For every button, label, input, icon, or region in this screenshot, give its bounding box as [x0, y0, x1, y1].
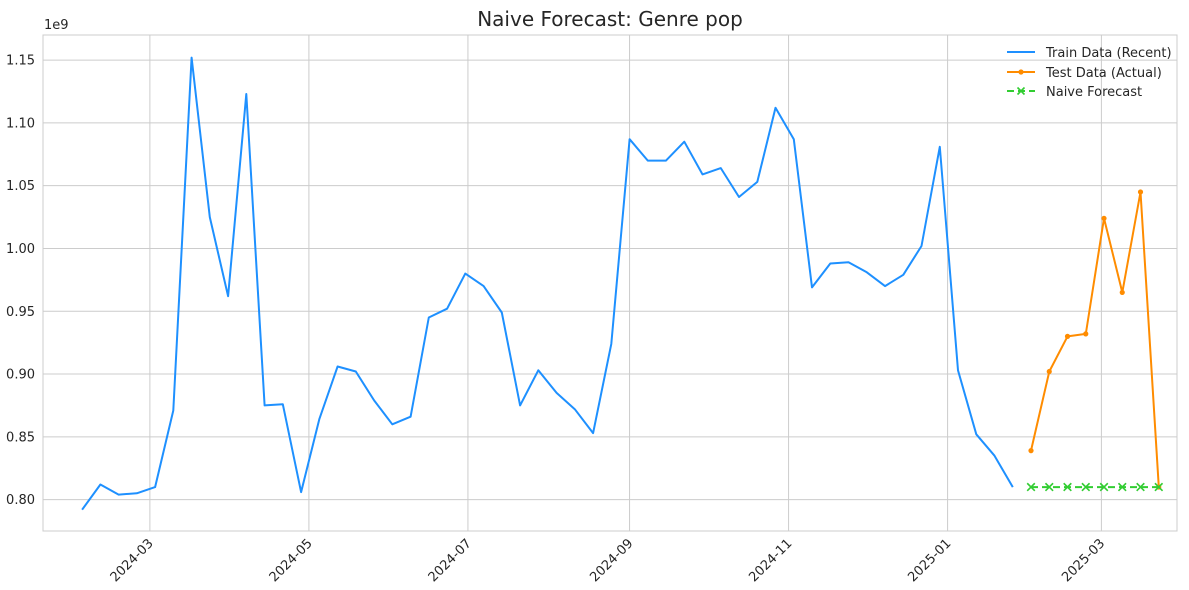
y-tick-label: 1.05: [6, 179, 35, 194]
legend-marker-forecast: [1016, 86, 1026, 96]
data-point: [1099, 482, 1109, 492]
legend-label-train: Train Data (Recent): [1045, 46, 1172, 61]
x-tick-label: 2024-03: [108, 536, 157, 585]
legend: Train Data (Recent) Test Data (Actual) N…: [1007, 46, 1172, 100]
legend-label-forecast: Naive Forecast: [1046, 85, 1142, 100]
data-point: [1101, 215, 1107, 221]
legend-marker-test: [1018, 69, 1024, 75]
data-point: [1137, 189, 1144, 195]
x-tick-label: 2025-03: [1059, 536, 1108, 585]
plot-frame: [42, 34, 1178, 532]
y-tick-label: 0.80: [6, 493, 35, 508]
y-tick-label: 0.85: [6, 430, 35, 445]
y-tick-label: 0.95: [6, 305, 35, 320]
x-tick-label: 2025-01: [905, 536, 954, 585]
y-tick-label: 1.15: [6, 54, 35, 69]
y-tick-label: 1.10: [6, 116, 35, 131]
data-point: [1064, 333, 1071, 339]
legend-item-train: Train Data (Recent): [1007, 46, 1172, 61]
tick-labels: 0.80 0.85 0.90 0.95 1.00 1.05 1.10 1.15 2024-03 2…: [6, 54, 1108, 586]
grid: [43, 35, 1177, 531]
data-point: [1046, 368, 1052, 375]
y-tick-label: 1.00: [6, 242, 35, 257]
chart-title: Naive Forecast: Genre pop: [477, 7, 743, 31]
data-point: [1119, 289, 1125, 296]
legend-item-forecast: Naive Forecast: [1007, 85, 1142, 100]
x-tick-label: 2024-09: [587, 536, 636, 585]
legend-label-test: Test Data (Actual): [1045, 66, 1162, 81]
series-line: [1030, 191, 1160, 488]
data-point: [1136, 482, 1145, 492]
y-offset-label: 1e9: [44, 18, 69, 33]
series-line: [81, 56, 1014, 511]
data-point: [1083, 331, 1089, 337]
data-point: [1026, 482, 1036, 492]
y-tick-label: 0.90: [6, 368, 35, 383]
data-point: [1044, 482, 1054, 492]
data-point: [1063, 482, 1072, 492]
data-point: [1081, 482, 1091, 492]
series-layer: [81, 56, 1164, 511]
legend-item-test: Test Data (Actual): [1007, 66, 1162, 81]
data-point: [1028, 448, 1034, 454]
data-point: [1154, 482, 1164, 492]
data-point: [1117, 482, 1127, 492]
x-tick-label: 2024-11: [746, 536, 795, 585]
x-tick-label: 2024-05: [267, 536, 316, 585]
x-tick-label: 2024-07: [426, 536, 475, 585]
